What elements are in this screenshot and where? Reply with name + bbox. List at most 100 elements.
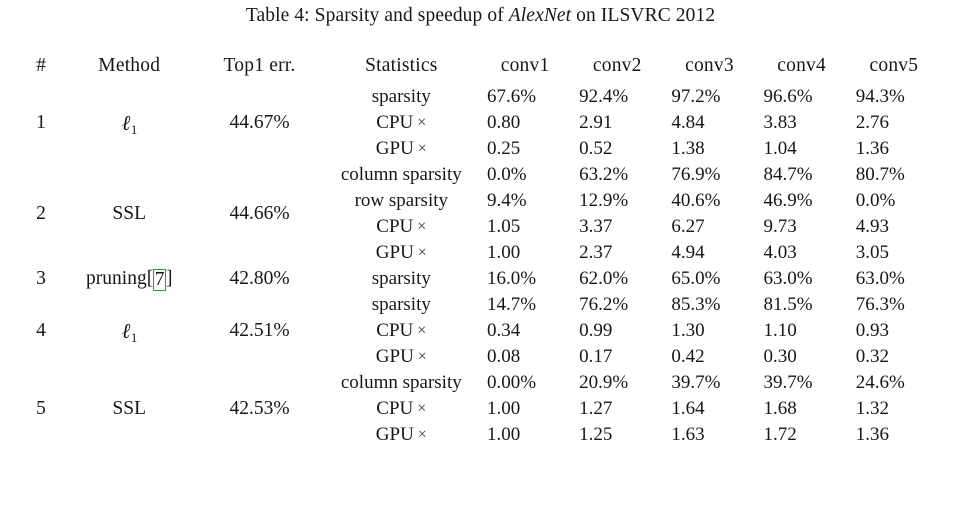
caption-suffix: on ILSVRC 2012	[571, 5, 716, 26]
cell-conv1-values: 0.00% 1.00 1.00	[479, 370, 571, 448]
multiply-icon: ×	[413, 400, 427, 417]
cell-row-number: 1	[36, 112, 46, 133]
cell-conv2-values: 20.9% 1.27 1.25	[571, 370, 663, 448]
cell-row-number: 4	[36, 320, 46, 341]
statistic-value: 84.7%	[763, 164, 813, 185]
header-method: Method	[98, 55, 161, 76]
header-conv5: conv5	[869, 55, 919, 76]
cell-conv4-values: 81.5% 1.10 0.30	[756, 292, 848, 370]
multiply-icon: ×	[413, 244, 427, 261]
cell-top1-error: 42.53%	[229, 398, 290, 419]
statistic-value: 46.9%	[763, 190, 813, 211]
statistic-value: 1.30	[671, 320, 705, 341]
cell-conv4-values: 84.7% 46.9% 9.73 4.03	[756, 162, 848, 266]
statistic-value: 1.38	[671, 138, 705, 159]
statistic-value: 1.00	[486, 424, 521, 445]
statistic-value: 1.72	[763, 424, 797, 445]
cell-conv5-values: 94.3% 2.76 1.36	[848, 84, 940, 162]
statistic-value: 2.37	[579, 242, 613, 263]
statistic-value: 3.05	[855, 242, 889, 263]
multiply-icon: ×	[413, 218, 427, 235]
statistic-value: 76.2%	[579, 294, 629, 315]
statistic-value: 0.0%	[855, 190, 896, 211]
statistic-value: 0.99	[579, 320, 613, 341]
statistic-value: 1.05	[486, 216, 521, 237]
cell-top1-error: 42.51%	[229, 320, 290, 341]
cell-statistics: sparsity CPU × GPU ×	[324, 84, 479, 162]
statistic-value: 0.93	[855, 320, 889, 341]
statistic-value: 0.52	[579, 138, 613, 159]
statistic-label: row sparsity	[354, 190, 448, 211]
header-conv3: conv3	[685, 55, 734, 76]
statistic-value: 63.0%	[763, 268, 813, 289]
header-num: #	[36, 55, 47, 76]
statistic-value: 6.27	[671, 216, 705, 237]
table-row: 3 pruning[7] 42.80% sparsity 16.0% 62.0% 65.0%…	[19, 266, 940, 292]
ell-one-symbol: ℓ1	[121, 318, 138, 345]
statistic-value: 14.7%	[486, 294, 537, 315]
statistic-value: 67.6%	[486, 86, 537, 107]
multiply-icon: ×	[413, 348, 427, 365]
cell-statistics: column sparsity CPU × GPU ×	[324, 370, 479, 448]
cell-statistics: sparsity CPU × GPU ×	[324, 292, 479, 370]
statistic-value: 63.2%	[579, 164, 629, 185]
table-row: 4 ℓ1 42.51% sparsity CPU × GPU × 14.7% 0.34 0.08…	[19, 292, 940, 370]
cell-conv2-values: 63.2% 12.9% 3.37 2.37	[571, 162, 663, 266]
cell-method: SSL	[112, 398, 147, 419]
cell-method: pruning[7]	[63, 266, 195, 292]
statistic-value: 0.25	[486, 138, 521, 159]
statistic-value: 39.7%	[671, 372, 721, 393]
statistic-value: 85.3%	[671, 294, 721, 315]
statistic-label: sparsity	[371, 86, 431, 107]
statistic-value: 0.34	[486, 320, 521, 341]
statistic-value: 63.0%	[855, 268, 905, 289]
citation-link[interactable]: 7	[153, 269, 166, 291]
statistic-label: GPU ×	[375, 242, 427, 263]
statistic-value: 2.76	[855, 112, 889, 133]
sparsity-speedup-table: # Method Top1 err. Statistics conv1 conv…	[19, 48, 940, 448]
statistic-value: 0.32	[855, 346, 889, 367]
statistic-value: 0.08	[486, 346, 521, 367]
statistic-value: 9.73	[763, 216, 797, 237]
statistic-value: 12.9%	[579, 190, 629, 211]
cell-row-number: 3	[36, 268, 46, 289]
cell-method: ℓ1	[63, 292, 195, 370]
table-header-row: # Method Top1 err. Statistics conv1 conv…	[19, 48, 940, 84]
cell-conv1-values: 67.6% 0.80 0.25	[479, 84, 571, 162]
header-conv4: conv4	[777, 55, 826, 76]
statistic-value: 4.84	[671, 112, 705, 133]
table-caption: Table 4: Sparsity and speedup of AlexNet…	[0, 4, 961, 28]
table-row: 1 ℓ1 44.67% sparsity CPU × GPU × 67.6% 0.80 0.25…	[19, 84, 940, 162]
statistic-label: column sparsity	[340, 164, 462, 185]
cell-conv4-values: 39.7% 1.68 1.72	[756, 370, 848, 448]
statistic-value: 1.32	[855, 398, 889, 419]
cell-conv3-values: 39.7% 1.64 1.63	[663, 370, 755, 448]
caption-model-name: AlexNet	[508, 5, 572, 26]
statistic-value: 1.25	[579, 424, 613, 445]
statistic-value: 1.00	[486, 398, 521, 419]
cell-conv1-values: 14.7% 0.34 0.08	[479, 292, 571, 370]
cell-conv3-values: 65.0%	[663, 266, 755, 292]
cell-conv3-values: 76.9% 40.6% 6.27 4.94	[663, 162, 755, 266]
statistic-value: 0.42	[671, 346, 705, 367]
cell-conv4-values: 96.6% 3.83 1.04	[756, 84, 848, 162]
statistic-value: 4.94	[671, 242, 705, 263]
cell-conv3-values: 85.3% 1.30 0.42	[663, 292, 755, 370]
statistic-label: sparsity	[371, 268, 431, 289]
statistic-value: 76.3%	[855, 294, 905, 315]
header-statistics: Statistics	[365, 55, 438, 76]
method-with-citation: pruning[7]	[86, 268, 173, 291]
statistic-value: 96.6%	[763, 86, 813, 107]
statistic-value: 1.04	[763, 138, 797, 159]
statistic-value: 81.5%	[763, 294, 813, 315]
statistic-label: column sparsity	[340, 372, 462, 393]
multiply-icon: ×	[413, 426, 427, 443]
cell-conv4-values: 63.0%	[756, 266, 848, 292]
statistic-label: CPU ×	[376, 320, 427, 341]
cell-conv2-values: 92.4% 2.91 0.52	[571, 84, 663, 162]
cell-conv1-values: 16.0%	[479, 266, 571, 292]
multiply-icon: ×	[413, 114, 427, 131]
statistic-value: 0.00%	[486, 372, 537, 393]
statistic-value: 2.91	[579, 112, 613, 133]
cell-row-number: 2	[36, 203, 46, 224]
